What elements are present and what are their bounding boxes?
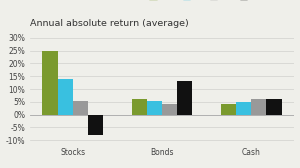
Bar	[236, 102, 251, 115]
Bar	[177, 81, 192, 115]
Legend: Early, Mid, Late, Recession: Early, Mid, Late, Recession	[149, 0, 290, 1]
Bar	[73, 101, 88, 115]
Bar	[58, 79, 73, 115]
Bar	[266, 99, 281, 115]
Bar	[132, 99, 147, 115]
Bar	[251, 99, 266, 115]
Bar	[147, 101, 162, 115]
Bar	[162, 104, 177, 115]
Bar	[221, 104, 236, 115]
Bar	[88, 115, 103, 135]
Bar	[43, 51, 58, 115]
Text: Annual absolute return (average): Annual absolute return (average)	[30, 19, 189, 28]
